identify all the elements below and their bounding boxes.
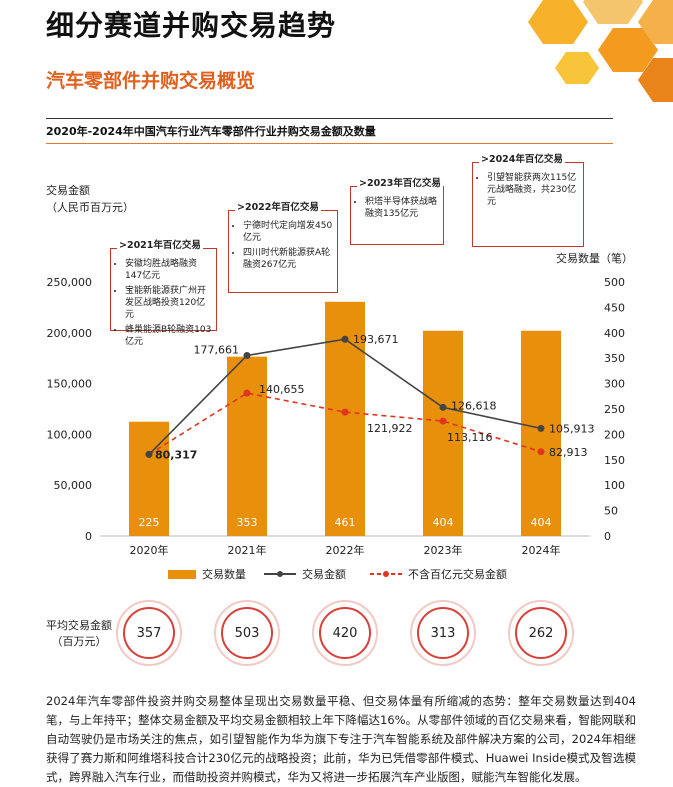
right-tick-label: 350 <box>604 352 625 365</box>
left-axis-label: 交易金额 （人民币百万元） <box>46 184 134 214</box>
dashed-series-point <box>243 389 251 397</box>
summary-paragraph: 2024年汽车零部件投资并购交易整体呈现出交易数量平稳、但交易体量有所缩减的态势… <box>46 694 636 784</box>
amount-series-point <box>537 424 545 432</box>
left-tick-label: 100,000 <box>47 428 93 441</box>
annotation-box: >2023年百亿交易积塔半导体获战略融资135亿元 <box>350 178 444 245</box>
amount-series-point <box>145 450 153 458</box>
right-tick-label: 200 <box>604 428 625 441</box>
annotation-head: >2024年百亿交易 <box>479 154 565 166</box>
annotation-item: 四川时代新能源获A轮融资267亿元 <box>243 247 333 271</box>
average-circle: 420 <box>312 600 378 666</box>
legend-bar-label: 交易数量 <box>202 568 246 581</box>
left-tick-label: 200,000 <box>47 327 93 340</box>
dashed-value-label: 82,913 <box>549 446 588 459</box>
right-tick-label: 450 <box>604 301 625 314</box>
annotation-item: 引望智能获两次115亿元战略融资，共230亿元 <box>487 172 579 208</box>
page-subtitle: 汽车零部件并购交易概览 <box>46 70 256 92</box>
right-tick-label: 100 <box>604 479 625 492</box>
bar-value-label: 404 <box>531 516 552 529</box>
dashed-series-point <box>537 448 545 456</box>
average-circle: 262 <box>508 600 574 666</box>
average-label: 平均交易金额 （百万元） <box>46 619 112 648</box>
dashed-series-point <box>341 408 349 416</box>
legend-line: 交易金额 <box>264 566 346 582</box>
page-title: 细分赛道并购交易趋势 <box>46 9 337 42</box>
average-value: 420 <box>319 607 371 659</box>
x-tick-label: 2021年 <box>228 543 267 557</box>
bar-value-label: 225 <box>139 516 160 529</box>
annotation-item: 蜂巢能源B轮融资103亿元 <box>125 324 212 348</box>
annotation-box: >2022年百亿交易宁德时代定向增发450亿元四川时代新能源获A轮融资267亿元 <box>228 202 338 293</box>
right-tick-label: 50 <box>604 505 618 518</box>
left-tick-label: 150,000 <box>47 378 93 391</box>
legend-dashed-swatch <box>370 571 402 577</box>
x-tick-label: 2023年 <box>424 543 463 557</box>
dashed-value-label: 80,317 <box>155 448 197 461</box>
bar-value-label: 461 <box>335 516 356 529</box>
right-axis-label: 交易数量（笔） <box>556 252 633 265</box>
amount-value-label: 177,661 <box>194 343 240 356</box>
amount-series-point <box>439 403 447 411</box>
right-tick-label: 0 <box>604 530 611 543</box>
dashed-value-label: 121,922 <box>367 422 413 435</box>
average-value: 503 <box>221 607 273 659</box>
right-tick-label: 150 <box>604 454 625 467</box>
bar-value-label: 404 <box>433 516 454 529</box>
annotation-box: >2021年百亿交易安徽均胜战略融资147亿元宝能新能源获广州开发区战略投资12… <box>110 240 217 347</box>
annotation-box: >2024年百亿交易引望智能获两次115亿元战略融资，共230亿元 <box>472 154 584 247</box>
annotation-head: >2023年百亿交易 <box>357 178 443 190</box>
amount-series-point <box>243 351 251 359</box>
bar-value-label: 353 <box>237 516 258 529</box>
legend-dashed: 不含百亿元交易金额 <box>370 566 507 582</box>
bar <box>227 356 267 536</box>
annotation-item: 宝能新能源获广州开发区战略投资120亿元 <box>125 285 212 321</box>
annotation-item: 积塔半导体获战略融资135亿元 <box>365 196 439 220</box>
legend-line-label: 交易金额 <box>302 568 346 581</box>
right-tick-label: 300 <box>604 378 625 391</box>
legend-dashed-label: 不含百亿元交易金额 <box>408 568 507 581</box>
chart-canvas: 0 50,000 100,000 150,000 200,000 250,000 0 50 10… <box>47 276 626 557</box>
left-tick-label: 250,000 <box>47 276 93 289</box>
legend-bar: 交易数量 <box>168 566 246 582</box>
average-circle: 313 <box>410 600 476 666</box>
chart-title: 2020年-2024年中国汽车行业汽车零部件行业并购交易金额及数量 <box>46 118 613 144</box>
x-tick-label: 2024年 <box>522 543 561 557</box>
x-tick-label: 2022年 <box>326 543 365 557</box>
x-tick-label: 2020年 <box>130 543 169 557</box>
average-circle: 503 <box>214 600 280 666</box>
amount-value-label: 105,913 <box>549 422 595 435</box>
amount-value-label: 193,671 <box>353 333 399 346</box>
legend-line-swatch <box>264 571 296 577</box>
right-tick-label: 400 <box>604 327 625 340</box>
bar <box>521 330 561 536</box>
bar <box>423 330 463 536</box>
average-value: 357 <box>123 607 175 659</box>
annotation-head: >2022年百亿交易 <box>235 202 321 214</box>
average-circle: 357 <box>116 600 182 666</box>
average-value: 262 <box>515 607 567 659</box>
amount-series-point <box>341 335 349 343</box>
right-tick-label: 250 <box>604 403 625 416</box>
left-tick-label: 50,000 <box>54 479 93 492</box>
annotation-head: >2021年百亿交易 <box>117 240 203 252</box>
left-tick-label: 0 <box>85 530 92 543</box>
dashed-value-label: 113,116 <box>447 431 493 444</box>
dashed-series-point <box>439 417 447 425</box>
hexagon-decoration <box>528 0 673 102</box>
average-value: 313 <box>417 607 469 659</box>
dashed-value-label: 140,655 <box>259 383 305 396</box>
annotation-item: 安徽均胜战略融资147亿元 <box>125 258 212 282</box>
right-tick-label: 500 <box>604 276 625 289</box>
amount-value-label: 126,618 <box>451 399 497 412</box>
legend-bar-swatch <box>168 569 196 579</box>
annotation-item: 宁德时代定向增发450亿元 <box>243 220 333 244</box>
